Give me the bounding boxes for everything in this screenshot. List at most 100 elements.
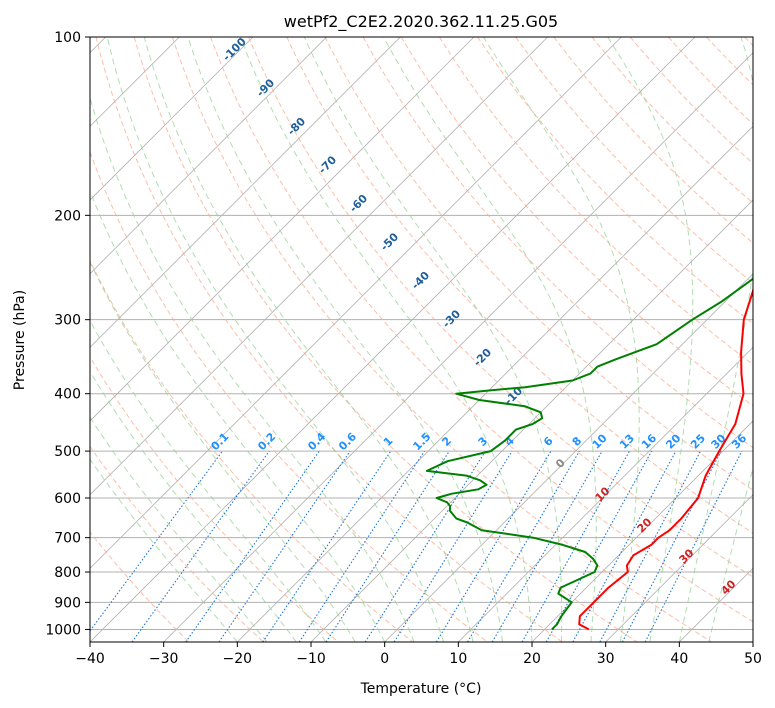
dry-adiabat-label: -80 <box>285 115 308 138</box>
y-tick-label: 200 <box>54 208 81 224</box>
mixing-ratio-line <box>393 450 513 642</box>
mixing-ratio-label: 1 <box>381 434 396 449</box>
mixing-ratio-line <box>572 450 677 642</box>
dry-adiabat-label: -90 <box>254 76 277 99</box>
isotherm-line <box>90 37 327 275</box>
isotherm-line <box>237 125 753 642</box>
moist-adiabat-label: 20 <box>635 515 655 535</box>
mixing-ratio-label: 6 <box>541 434 556 449</box>
background-lines <box>90 37 753 642</box>
moist-adiabat-line <box>90 370 297 642</box>
x-axis-label: Temperature (°C) <box>360 681 482 697</box>
x-axis: −40 −30 −20 −10 0 10 20 30 40 50 <box>75 642 762 667</box>
dry-adiabat-line <box>133 37 638 642</box>
dry-adiabat-line <box>706 37 753 86</box>
dry-adiabat-line <box>744 37 753 47</box>
mixing-ratio-label: 0.1 <box>208 430 231 453</box>
y-tick-label: 1000 <box>45 622 81 638</box>
isotherm-line <box>90 37 401 348</box>
x-tick-label: 30 <box>597 651 615 667</box>
dry-adiabat-line <box>553 37 753 244</box>
y-tick-label: 500 <box>54 444 81 460</box>
x-tick-label: 40 <box>670 651 688 667</box>
moist-adiabat-line <box>90 96 415 642</box>
dry-adiabat-line <box>90 259 414 642</box>
y-tick-label: 900 <box>54 595 81 611</box>
isotherm-line <box>752 641 753 642</box>
y-tick-label: 300 <box>54 313 81 329</box>
y-axis: 100 200 300 400 500 600 700 800 900 1000 <box>45 30 90 638</box>
moist-adiabat-line <box>90 416 268 642</box>
x-tick-label: −10 <box>296 651 326 667</box>
mixing-ratio-line <box>364 450 486 642</box>
isotherm-line <box>605 494 753 642</box>
dry-adiabat-line <box>171 37 712 642</box>
mixing-ratio-line <box>262 450 392 642</box>
isotherm-line <box>90 37 548 496</box>
isotherm-line <box>90 37 696 642</box>
moist-adiabat-line <box>106 37 445 642</box>
isotherm-line <box>679 567 753 642</box>
plot-frame <box>89 36 754 643</box>
dry-adiabat-line <box>90 531 190 642</box>
x-tick-label: −40 <box>75 651 105 667</box>
dry-adiabat-label: -50 <box>378 230 401 253</box>
x-tick-label: 0 <box>380 651 389 667</box>
y-tick-label: 800 <box>54 565 81 581</box>
moist-adiabat-line <box>90 189 386 642</box>
mixing-ratio-line <box>185 450 320 642</box>
mixing-ratio-label: 13 <box>617 432 637 452</box>
mixing-ratio-line <box>599 450 702 642</box>
moist-adiabat-line <box>383 37 597 642</box>
mixing-ratio-label: 2 <box>439 434 454 449</box>
moist-adiabat-label: 40 <box>719 577 739 597</box>
y-tick-label: 700 <box>54 531 81 547</box>
dry-adiabat-line <box>90 150 488 642</box>
dry-adiabat-label: -60 <box>347 192 370 215</box>
mixing-ratio-line <box>218 450 351 642</box>
mixing-ratio-label: 16 <box>639 431 659 451</box>
moist-adiabat-line <box>708 466 753 642</box>
line-annotations: -100-90-80-70-60-50-40-30-20-100.1 0.2 0.4… <box>208 35 749 598</box>
mixing-ratio-line <box>621 450 722 642</box>
x-tick-label: −30 <box>149 651 179 667</box>
x-tick-label: 20 <box>523 651 541 667</box>
dry-adiabat-line <box>629 37 753 165</box>
dry-adiabat-line <box>210 37 753 623</box>
mixing-ratio-label: 3 <box>476 434 491 449</box>
y-tick-label: 600 <box>54 491 81 507</box>
dry-adiabat-label: -30 <box>440 307 463 330</box>
mixing-ratio-label: 36 <box>729 431 749 451</box>
dewpoint-line <box>425 277 753 631</box>
moist-adiabat-line <box>90 319 327 642</box>
isotherm-line <box>90 37 254 201</box>
moist-adiabat-label: 30 <box>677 546 697 566</box>
mixing-ratio-line <box>90 450 223 632</box>
moist-adiabat-line <box>678 37 753 642</box>
profile-lines <box>425 277 753 631</box>
isotherm-line <box>384 273 753 642</box>
dry-adiabat-label: -40 <box>409 269 432 292</box>
dry-adiabat-line <box>248 37 753 578</box>
dry-adiabat-label: -20 <box>471 346 494 369</box>
mixing-ratio-line <box>545 450 653 642</box>
moist-adiabat-line <box>90 260 356 642</box>
isotherm-line <box>90 37 622 569</box>
dry-adiabat-line <box>324 37 753 491</box>
isotherm-line <box>458 346 753 642</box>
moist-adiabat-line <box>239 37 533 642</box>
mixing-ratio-line <box>644 450 743 642</box>
dry-adiabat-line <box>362 37 753 449</box>
isotherm-line <box>310 199 753 642</box>
isotherm-line <box>90 37 475 422</box>
x-tick-label: 50 <box>744 651 762 667</box>
chart-title: wetPf2_C2E2.2020.362.11.25.G05 <box>284 12 558 32</box>
mixing-ratio-line <box>325 450 450 642</box>
dry-adiabat-label: -100 <box>220 35 249 64</box>
moist-adiabat-line <box>482 37 640 642</box>
moist-adiabat-label: 0 <box>553 456 568 471</box>
x-tick-label: 10 <box>449 651 467 667</box>
dry-adiabat-line <box>515 37 753 284</box>
moist-adiabat-line <box>607 37 694 642</box>
